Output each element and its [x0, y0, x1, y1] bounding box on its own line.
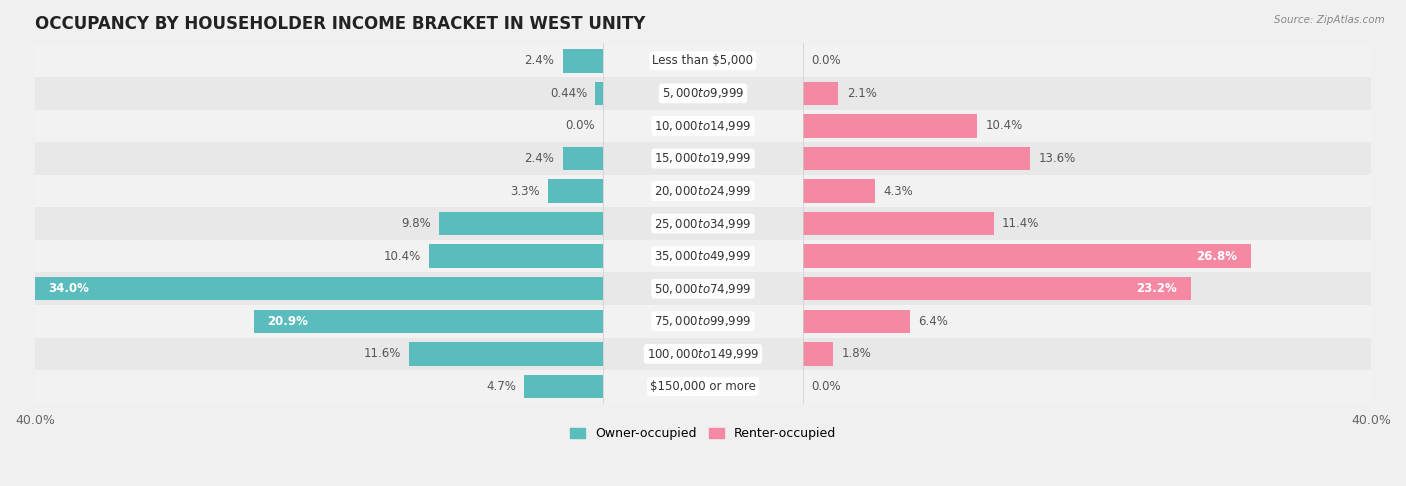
Bar [253, 310, 603, 333]
Text: 2.1%: 2.1% [846, 87, 876, 100]
Text: 4.7%: 4.7% [486, 380, 516, 393]
Text: 34.0%: 34.0% [48, 282, 89, 295]
Text: $25,000 to $34,999: $25,000 to $34,999 [654, 217, 752, 230]
Text: 2.4%: 2.4% [524, 152, 554, 165]
Text: 0.0%: 0.0% [565, 120, 595, 132]
Bar [803, 244, 1251, 268]
Text: OCCUPANCY BY HOUSEHOLDER INCOME BRACKET IN WEST UNITY: OCCUPANCY BY HOUSEHOLDER INCOME BRACKET … [35, 15, 645, 33]
Text: 11.4%: 11.4% [1002, 217, 1039, 230]
Bar [548, 179, 603, 203]
Text: $10,000 to $14,999: $10,000 to $14,999 [654, 119, 752, 133]
Bar [35, 370, 1371, 403]
Text: $50,000 to $74,999: $50,000 to $74,999 [654, 282, 752, 295]
Bar [803, 179, 875, 203]
Bar [35, 338, 1371, 370]
Text: Less than $5,000: Less than $5,000 [652, 54, 754, 67]
Text: $35,000 to $49,999: $35,000 to $49,999 [654, 249, 752, 263]
Text: 3.3%: 3.3% [510, 185, 540, 197]
Bar [803, 147, 1031, 170]
Text: $100,000 to $149,999: $100,000 to $149,999 [647, 347, 759, 361]
Text: 10.4%: 10.4% [384, 250, 420, 262]
Text: 0.0%: 0.0% [811, 380, 841, 393]
Text: 20.9%: 20.9% [267, 315, 308, 328]
Text: $15,000 to $19,999: $15,000 to $19,999 [654, 152, 752, 165]
Text: 10.4%: 10.4% [986, 120, 1022, 132]
Bar [35, 110, 1371, 142]
Text: 26.8%: 26.8% [1197, 250, 1237, 262]
Legend: Owner-occupied, Renter-occupied: Owner-occupied, Renter-occupied [565, 422, 841, 445]
Text: 13.6%: 13.6% [1039, 152, 1076, 165]
Text: 11.6%: 11.6% [363, 347, 401, 360]
Text: 0.44%: 0.44% [550, 87, 588, 100]
Bar [429, 244, 603, 268]
Bar [803, 277, 1191, 300]
Bar [562, 49, 603, 72]
Bar [35, 142, 1371, 175]
Bar [35, 208, 1371, 240]
Text: 23.2%: 23.2% [1136, 282, 1177, 295]
Text: $20,000 to $24,999: $20,000 to $24,999 [654, 184, 752, 198]
Bar [524, 375, 603, 398]
Bar [409, 342, 603, 365]
Bar [439, 212, 603, 235]
Text: 1.8%: 1.8% [842, 347, 872, 360]
Bar [596, 82, 603, 105]
Bar [562, 147, 603, 170]
Text: $5,000 to $9,999: $5,000 to $9,999 [662, 87, 744, 100]
Bar [35, 273, 1371, 305]
Bar [35, 277, 603, 300]
Bar [803, 342, 834, 365]
Bar [803, 114, 977, 138]
Bar [803, 82, 838, 105]
Bar [35, 45, 1371, 77]
Bar [35, 77, 1371, 110]
Text: 4.3%: 4.3% [883, 185, 912, 197]
Text: Source: ZipAtlas.com: Source: ZipAtlas.com [1274, 15, 1385, 25]
Bar [803, 310, 910, 333]
Text: 9.8%: 9.8% [401, 217, 430, 230]
Text: $150,000 or more: $150,000 or more [650, 380, 756, 393]
Text: 2.4%: 2.4% [524, 54, 554, 67]
Bar [35, 305, 1371, 338]
Text: 0.0%: 0.0% [811, 54, 841, 67]
Text: $75,000 to $99,999: $75,000 to $99,999 [654, 314, 752, 328]
Bar [803, 212, 994, 235]
Bar [35, 175, 1371, 208]
Bar [35, 240, 1371, 273]
Text: 6.4%: 6.4% [918, 315, 948, 328]
